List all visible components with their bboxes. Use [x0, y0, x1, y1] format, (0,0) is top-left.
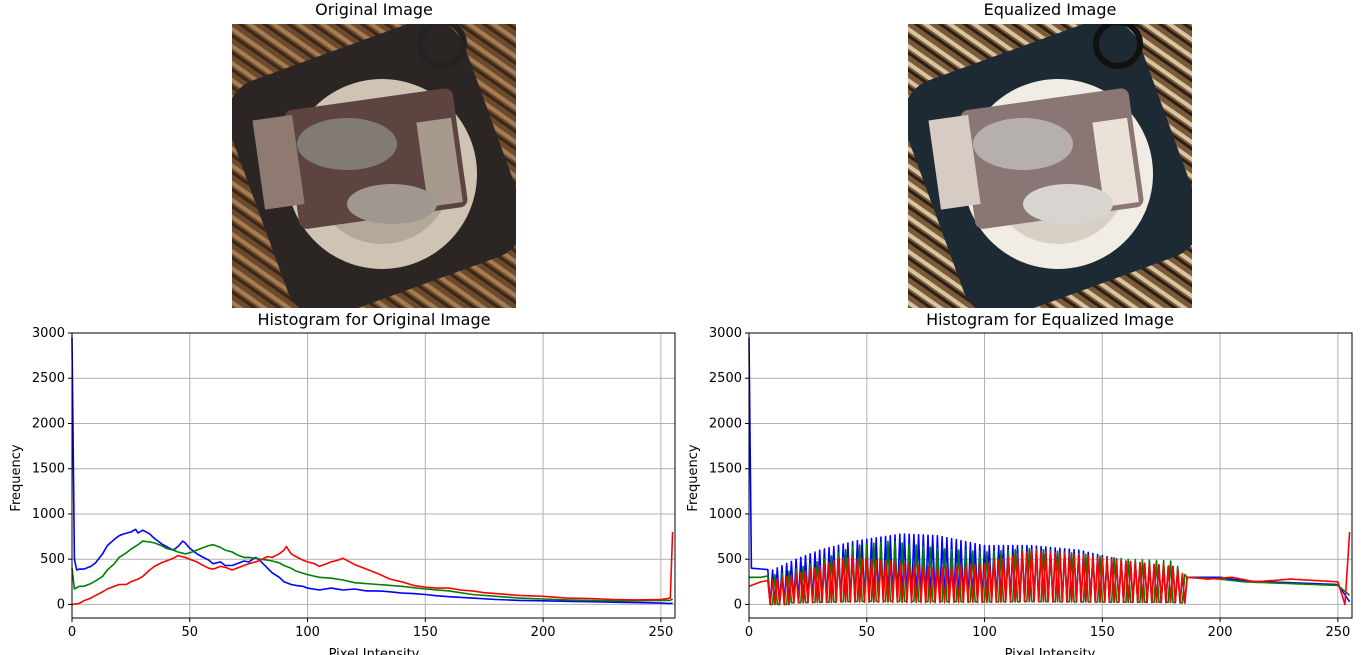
- x-tick-label: 250: [1325, 625, 1350, 640]
- x-tick-label: 100: [972, 625, 997, 640]
- chart-title: Histogram for Equalized Image: [926, 310, 1174, 329]
- y-tick-label: 1500: [32, 462, 65, 477]
- x-tick-label: 200: [1208, 625, 1233, 640]
- series-line: [71, 540, 674, 602]
- y-tick-label: 1500: [709, 462, 742, 477]
- equalized-image: [908, 24, 1192, 308]
- x-tick-label: 150: [413, 625, 438, 640]
- plot-frame: [748, 332, 1353, 619]
- x-tick-label: 100: [295, 625, 320, 640]
- y-tick-label: 1000: [709, 507, 742, 522]
- y-tick-label: 2500: [32, 371, 65, 386]
- y-tick-label: 2000: [32, 416, 65, 431]
- y-tick-label: 0: [734, 597, 742, 612]
- series-line: [71, 337, 673, 605]
- equalized-image-title: Equalized Image: [983, 0, 1117, 19]
- y-axis-label: Frequency: [9, 444, 24, 511]
- histogram-original-chart: Histogram for Original Image 0 50 100 150 20…: [9, 310, 676, 655]
- y-tick-label: 500: [40, 552, 65, 567]
- y-tick-label: 2500: [709, 371, 742, 386]
- x-tick-label: 50: [182, 625, 199, 640]
- y-tick-label: 3000: [32, 326, 65, 341]
- y-axis-label: Frequency: [686, 444, 701, 511]
- chart-title: Histogram for Original Image: [258, 310, 491, 329]
- y-tick-label: 3000: [709, 326, 742, 341]
- x-tick-label: 150: [1090, 625, 1115, 640]
- original-image: [232, 24, 516, 308]
- x-tick-label: 0: [68, 625, 76, 640]
- y-tick-label: 500: [717, 552, 742, 567]
- series-line: [748, 531, 1351, 606]
- original-image-title: Original Image: [315, 0, 433, 19]
- x-axis-label: Pixel Intensity: [329, 647, 420, 655]
- x-tick-label: 200: [531, 625, 556, 640]
- y-tick-label: 2000: [709, 416, 742, 431]
- x-tick-label: 50: [859, 625, 876, 640]
- y-tick-label: 0: [57, 597, 65, 612]
- x-tick-label: 250: [648, 625, 673, 640]
- x-axis-label: Pixel Intensity: [1005, 647, 1096, 655]
- plot-frame: [71, 332, 676, 619]
- series-line: [71, 531, 674, 606]
- x-tick-label: 0: [745, 625, 753, 640]
- histogram-equalized-chart: Histogram for Equalized Image 0 50 100 150 2…: [686, 310, 1353, 655]
- y-tick-label: 1000: [32, 507, 65, 522]
